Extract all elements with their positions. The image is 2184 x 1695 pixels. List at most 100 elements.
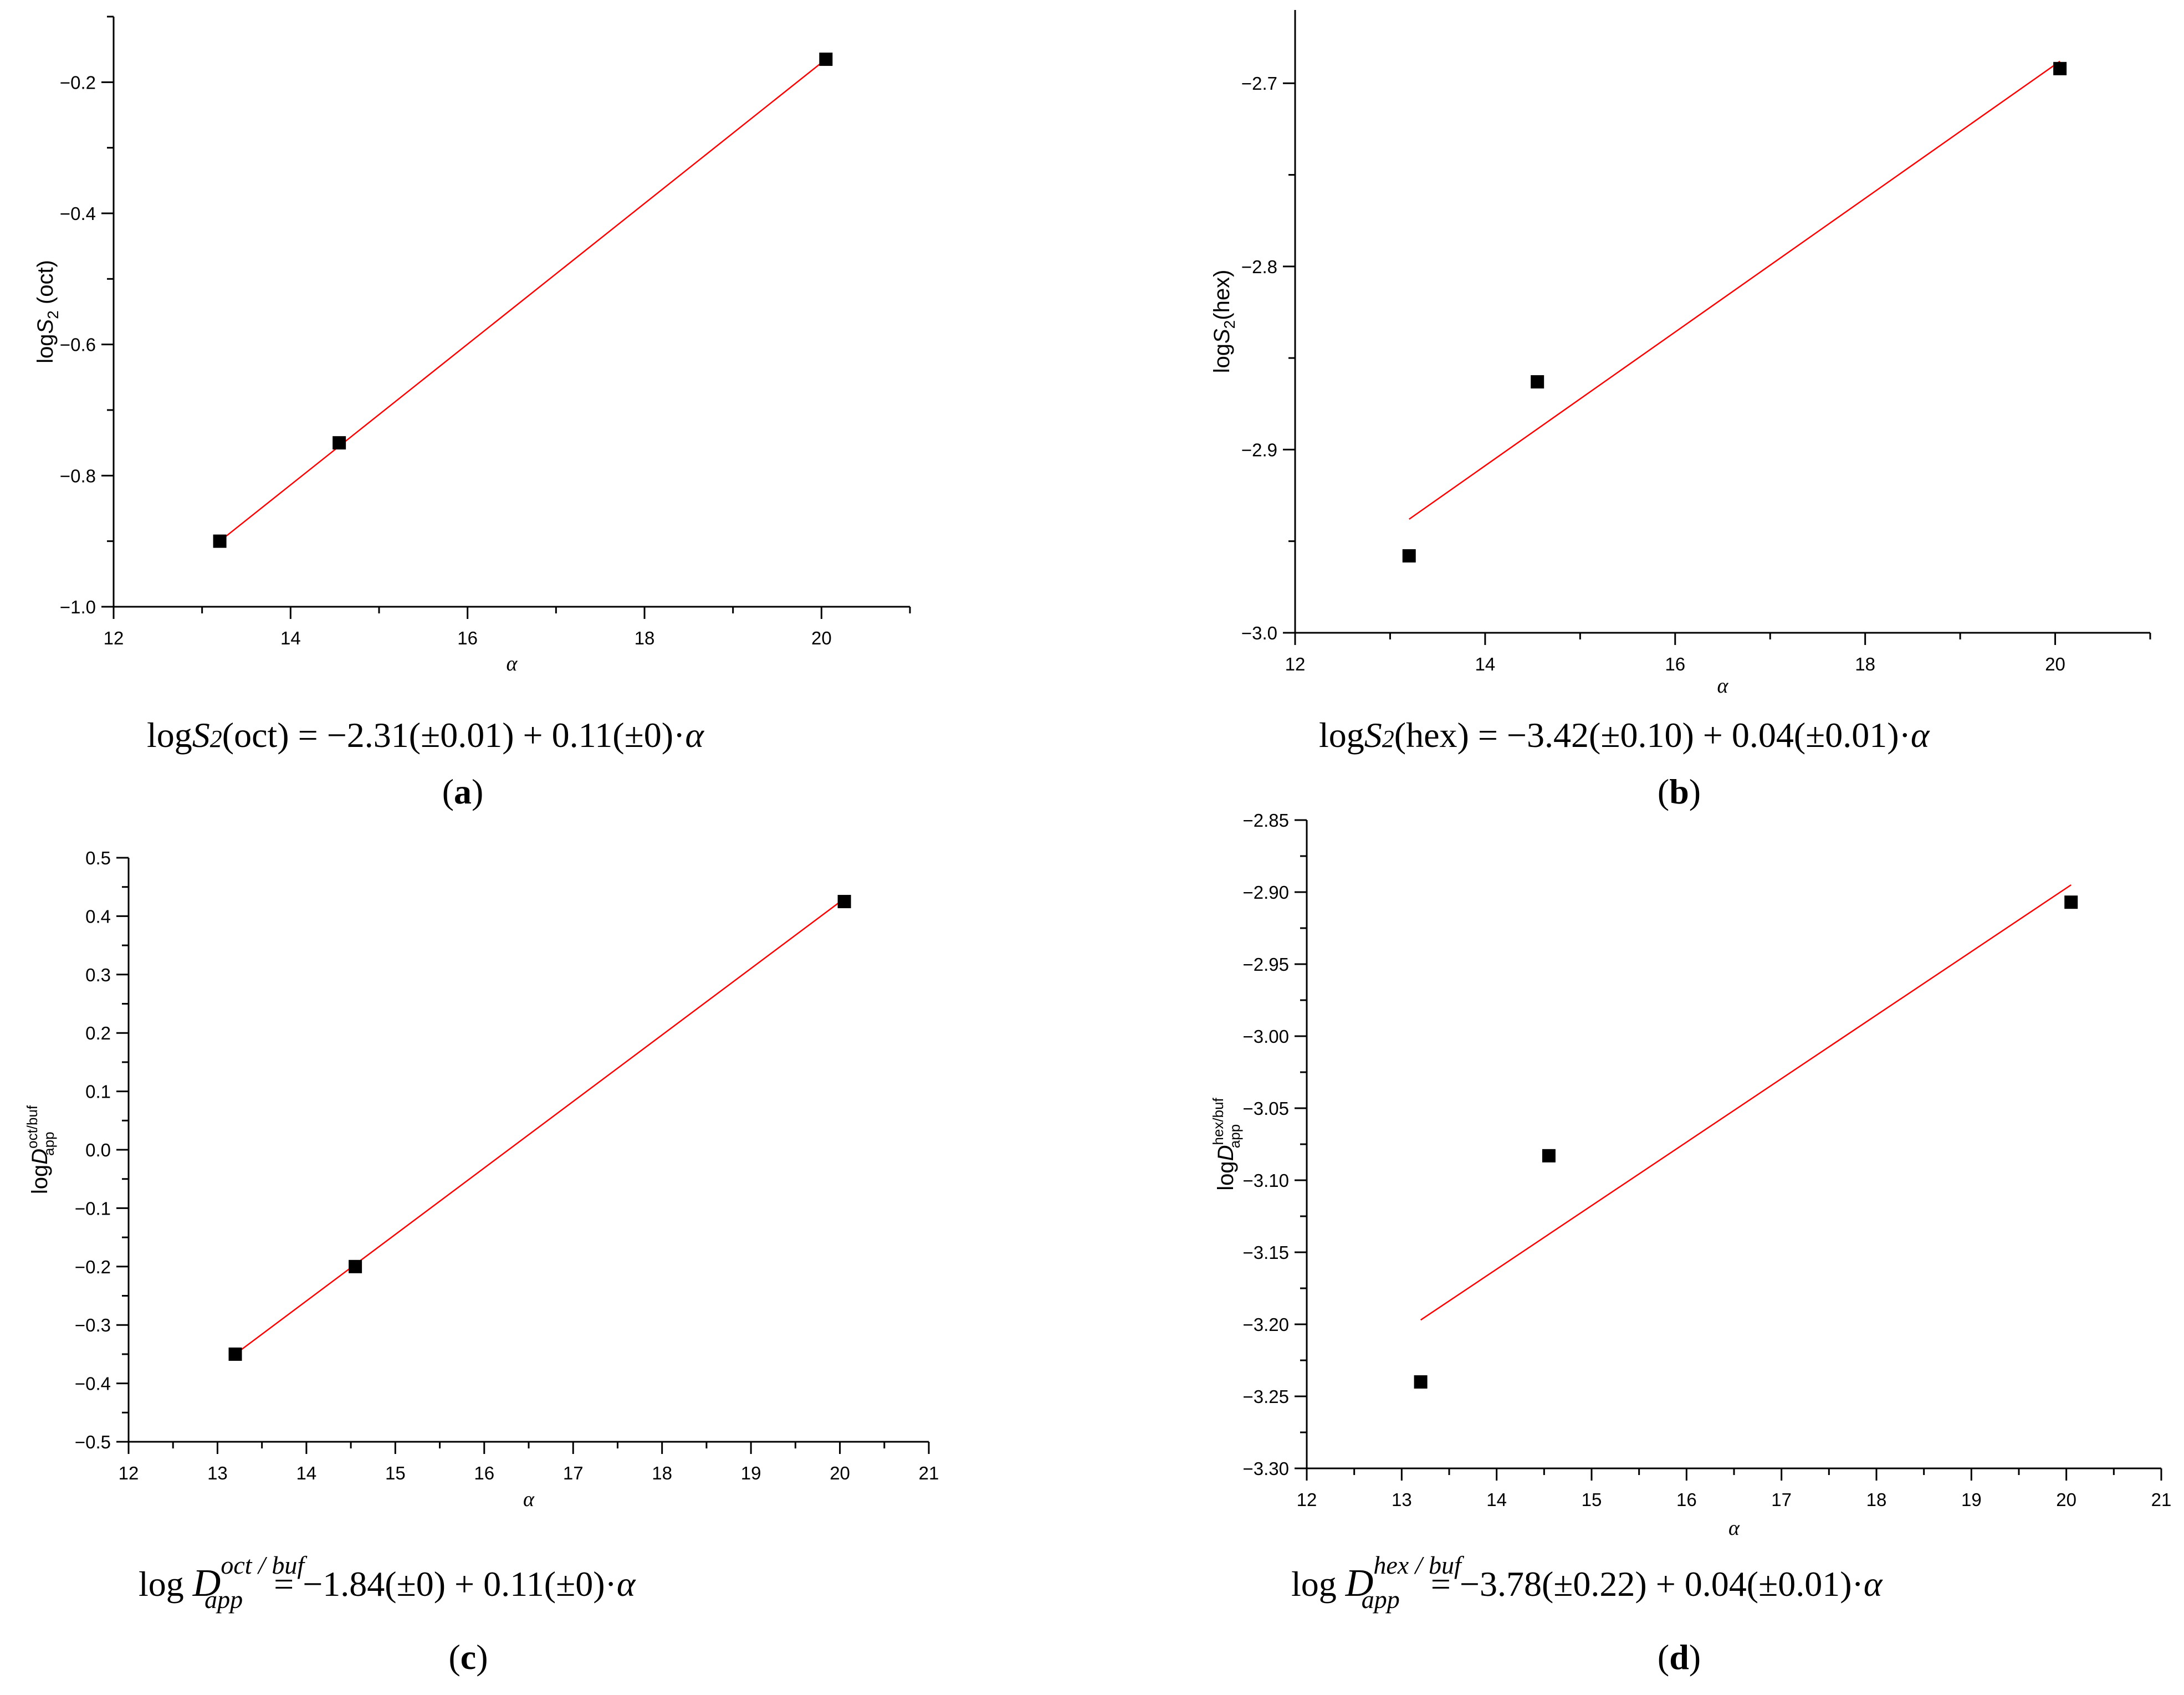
y-label-suffix: (oct) [33,260,58,310]
x-tick-label: 20 [2056,1489,2076,1510]
y-tick-label: 0.4 [85,906,111,926]
panel-label: (c) [448,1637,488,1677]
y-tick-label: −2.7 [1241,73,1277,94]
panel-label-open: ( [1658,772,1669,811]
eq-log: log [139,1564,193,1604]
y-label-log: log [1210,344,1234,373]
regression-equation: log Dhex / buf app = −3.78(±0.22) + 0.04(… [1291,1551,1883,1614]
eq-alpha: α [617,1564,636,1604]
panel-label-close: ) [476,1637,488,1677]
y-tick-label: −1.0 [60,597,96,617]
y-label-log: log [33,334,58,363]
y-label-sub: app [40,1131,57,1155]
panel-label-open: ( [442,772,454,811]
y-axis-label: logDhex/bufapp [1210,1097,1243,1190]
eq-rest: = −3.78(±0.22) + 0.04(±0.01)· [1422,1564,1864,1604]
data-point [2053,62,2067,75]
y-tick-label: −0.6 [60,335,96,355]
y-tick-label: −3.05 [1243,1098,1290,1119]
eq-var: S [1364,715,1382,755]
eq-alpha: α [685,715,704,755]
data-point [1402,549,1416,563]
y-label-sup: hex/buf [1210,1097,1226,1145]
y-label-log: log [1214,1161,1238,1190]
panel-c: 12 13 14 15 16 17 18 19 20 21 −0.5 −0.4 −0.3 −0.2 −0.1… [24,848,939,1677]
eq-var: D [1345,1562,1374,1605]
y-tick-label: −3.25 [1243,1386,1290,1407]
x-tick-label: 14 [1486,1489,1507,1510]
x-tick-label: 13 [207,1463,228,1483]
data-point [837,895,851,909]
panel-label: (b) [1658,772,1701,811]
eq-alpha: α [1864,1564,1883,1604]
x-tick-label: 20 [811,628,832,648]
x-axis-label: α [1728,1517,1740,1540]
x-tick-label: 16 [1665,654,1685,674]
eq-sub: app [1362,1585,1400,1614]
y-tick-label: −0.1 [75,1198,111,1218]
x-tick-label: 21 [2151,1489,2172,1510]
panel-label: (d) [1658,1637,1701,1677]
fit-line [234,898,845,1355]
y-tick-label: 0.3 [85,965,111,985]
eq-alpha: α [1911,715,1930,755]
x-tick-label: 19 [1961,1489,1982,1510]
y-axis-label: logS2 (oct) [33,260,62,363]
x-tick-label: 17 [563,1463,584,1483]
y-tick-label: −0.5 [75,1432,111,1452]
y-tick-label: −0.4 [75,1374,111,1394]
eq-var: D [192,1562,221,1605]
x-tick-label: 17 [1771,1489,1792,1510]
x-tick-label: 19 [741,1463,761,1483]
x-axis-label: α [507,652,518,675]
x-tick-label: 18 [1855,654,1875,674]
panel-label-letter: d [1669,1637,1689,1677]
y-tick-label: −0.8 [60,465,96,486]
fit-line [1409,60,2060,520]
panel-label-close: ) [1689,772,1701,811]
x-tick-label: 16 [474,1463,494,1483]
y-tick-label: −2.85 [1243,810,1290,831]
panel-label-open: ( [1658,1637,1669,1677]
x-tick-label: 18 [652,1463,672,1483]
y-tick-label: 0.0 [85,1140,111,1160]
regression-equation: logS2(hex) = −3.42(±0.10) + 0.04(±0.01)·… [1319,715,1930,755]
y-tick-label: −0.2 [60,72,96,93]
y-tick-label: −3.00 [1243,1026,1290,1047]
eq-sub: 2 [210,725,222,752]
fit-line [1420,884,2072,1321]
y-tick-label: −2.9 [1241,439,1277,460]
eq-log: log [147,715,192,755]
y-label-var: D [1214,1145,1238,1161]
fit-line [219,58,827,542]
eq-log: log [1319,715,1364,755]
y-tick-label: −0.2 [75,1257,111,1277]
x-tick-label: 14 [280,628,301,648]
x-tick-label: 18 [635,628,655,648]
y-tick-label: 0.2 [85,1023,111,1043]
y-tick-label: 0.1 [85,1082,111,1102]
x-tick-label: 15 [1582,1489,1602,1510]
y-tick-label: −2.95 [1243,954,1290,975]
y-tick-label: −3.10 [1243,1170,1290,1191]
y-tick-label: −2.90 [1243,882,1290,903]
y-tick-label: −3.15 [1243,1242,1290,1263]
regression-equation: logS2(oct) = −2.31(±0.01) + 0.11(±0)·α [147,715,704,755]
y-label-var: S [33,319,58,334]
y-tick-label: −3.20 [1243,1314,1290,1335]
y-axis-label: logDoct/bufapp [24,1105,57,1194]
panel-d: 12 13 14 15 16 17 18 19 20 21 −3.30 −3.25 −3.20 −3.15… [1210,810,2171,1677]
eq-sub: app [204,1585,243,1614]
x-tick-label: 21 [919,1463,939,1483]
data-point [1542,1149,1556,1163]
x-tick-label: 12 [1285,654,1306,674]
x-tick-label: 16 [457,628,478,648]
data-point [228,1347,242,1361]
x-tick-label: 20 [830,1463,850,1483]
data-point [349,1259,362,1273]
y-label-sub: 2 [1221,320,1238,329]
panel-label-letter: b [1669,772,1689,811]
y-tick-label: 0.5 [85,848,111,868]
